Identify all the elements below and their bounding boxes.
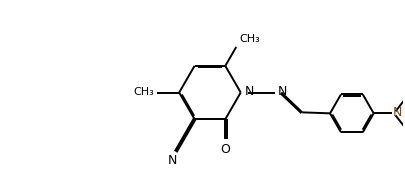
Text: N: N xyxy=(277,85,287,98)
Text: CH₃: CH₃ xyxy=(134,87,154,97)
Text: N: N xyxy=(245,85,254,98)
Text: CH₃: CH₃ xyxy=(239,34,260,44)
Text: N: N xyxy=(392,106,402,119)
Text: O: O xyxy=(220,143,230,156)
Text: N: N xyxy=(168,154,177,167)
